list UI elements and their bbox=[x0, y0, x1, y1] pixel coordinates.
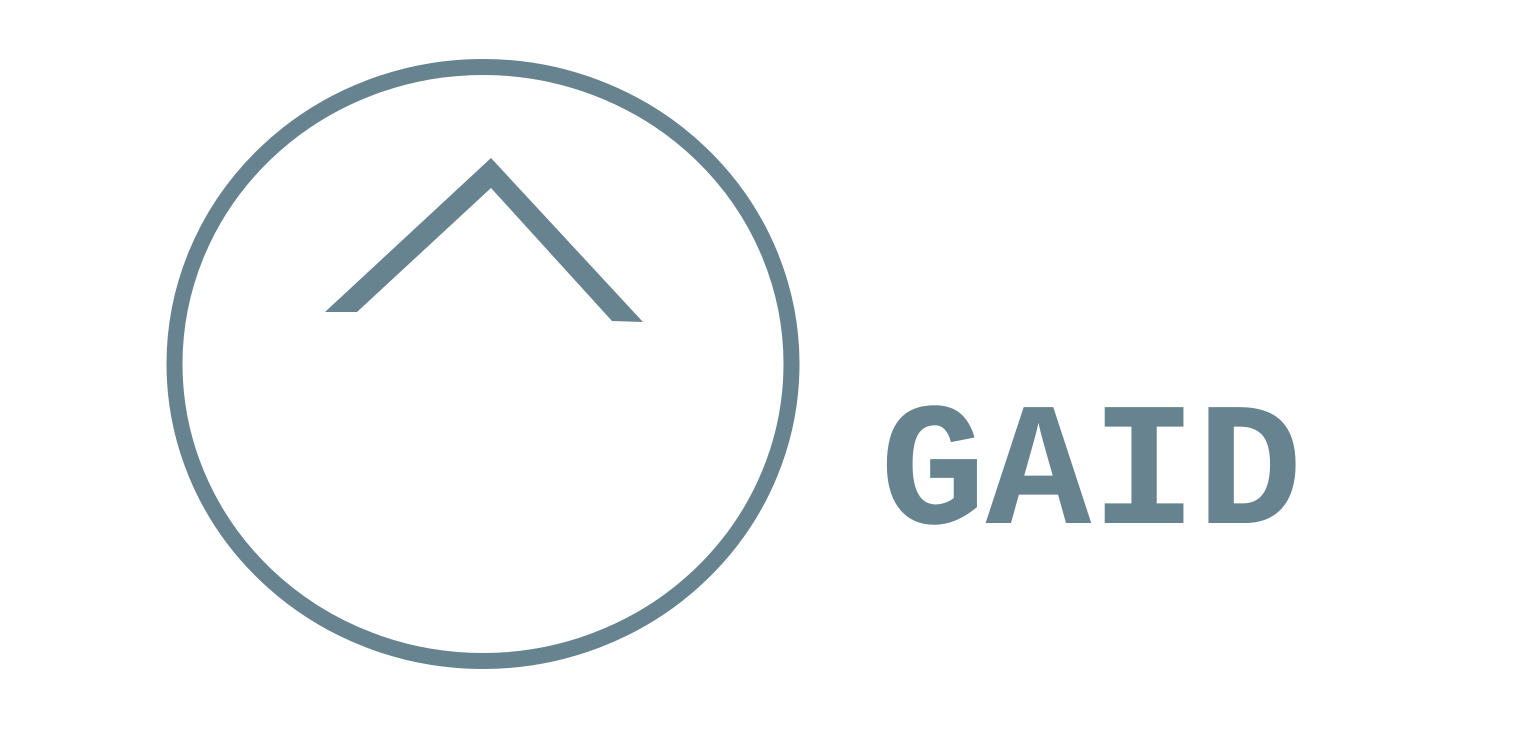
brand-wordmark: GAID bbox=[880, 376, 1303, 576]
chevron-up-icon bbox=[325, 158, 643, 322]
circle-outline bbox=[166, 59, 800, 669]
